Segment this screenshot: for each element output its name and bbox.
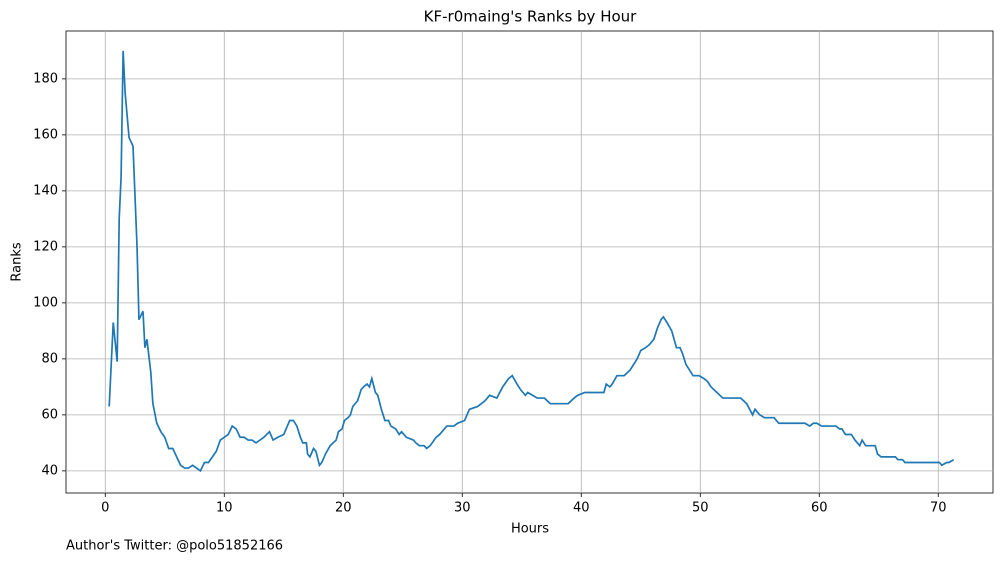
x-tick-label: 30 [454,501,471,516]
footer: Author's Twitter: @polo51852166 [66,539,283,554]
x-tick-label: 60 [811,501,828,516]
x-tick-label: 70 [930,501,947,516]
y-tick-label: 120 [33,239,58,254]
chart-title: KF-r0maing's Ranks by Hour [424,8,637,26]
y-tick-label: 80 [41,351,58,366]
y-tick-label: 40 [41,463,58,478]
x-tick-label: 10 [216,501,233,516]
y-tick-label: 160 [33,127,58,142]
y-tick-label: 60 [41,407,58,422]
x-tick-label: 0 [101,501,109,516]
x-tick-label: 40 [573,501,590,516]
y-axis-label: Ranks [10,242,25,281]
x-tick-label: 20 [335,501,352,516]
x-tick-label: 50 [692,501,709,516]
plot-frame [65,30,994,494]
x-axis-label: Hours [511,522,549,537]
y-tick-label: 180 [33,71,58,86]
y-tick-label: 140 [33,183,58,198]
y-tick-label: 100 [33,295,58,310]
line [108,50,955,473]
